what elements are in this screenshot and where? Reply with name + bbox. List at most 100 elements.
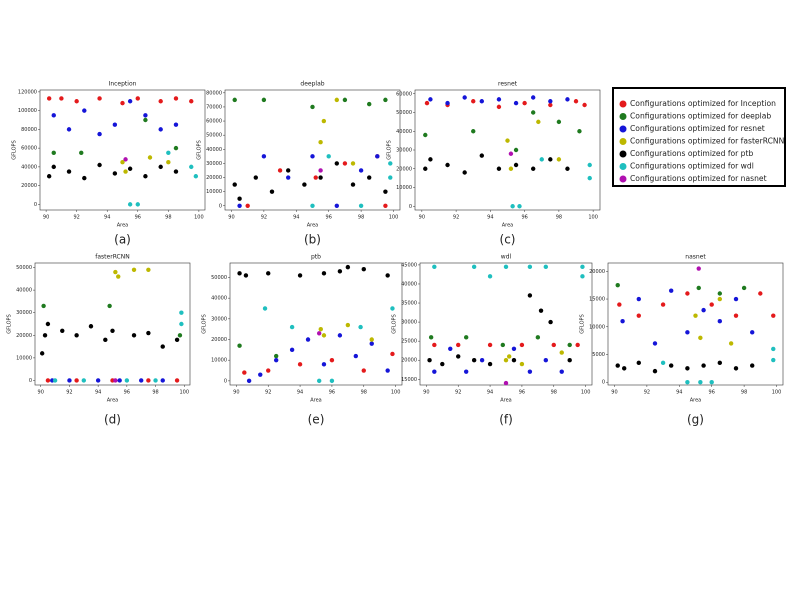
x-tick-label: 90 [419, 215, 425, 221]
y-tick-label: 10000 [396, 185, 412, 191]
subplot: fasterRCNN Area GFLOPS (d) 90 92 94 96 98 100 0 100… [7, 254, 191, 427]
y-tick-label: 5000 [592, 352, 605, 358]
point [289, 347, 295, 353]
point [273, 357, 279, 363]
point [388, 175, 393, 180]
point [511, 346, 517, 351]
point [95, 378, 101, 383]
panel-label: (b) [304, 233, 321, 247]
point [432, 369, 437, 374]
point [423, 132, 428, 138]
point [143, 174, 148, 179]
subplot-title: deeplab [300, 81, 324, 88]
point [139, 378, 144, 383]
point [358, 168, 364, 173]
x-tick-label: 92 [644, 390, 650, 396]
subplot-title: Inception [109, 81, 137, 88]
point [189, 164, 194, 170]
point [668, 288, 674, 293]
point [310, 104, 315, 110]
point [318, 175, 323, 180]
point [522, 100, 527, 106]
point [117, 378, 122, 383]
x-tick-label: 90 [611, 390, 617, 396]
point [548, 99, 553, 104]
point [262, 306, 268, 311]
plot-area [607, 262, 784, 386]
panel-label: (d) [104, 413, 121, 427]
y-axis-label: GFLOPS [12, 140, 18, 159]
point [496, 97, 502, 102]
point [237, 271, 242, 276]
point [367, 175, 372, 180]
point [448, 346, 453, 351]
y-tick-label: 30000 [16, 310, 32, 316]
point [717, 319, 723, 324]
point [530, 166, 536, 171]
point [615, 363, 620, 368]
y-tick-label: 20000 [21, 183, 37, 189]
point [587, 175, 592, 181]
x-tick-label: 92 [66, 390, 72, 396]
legend-label: Configurations optimized for Inception [630, 99, 776, 108]
point [79, 150, 84, 156]
point [696, 285, 701, 291]
point [66, 169, 72, 174]
point [503, 358, 509, 363]
subplot: deeplab Area GFLOPS (b) 90 92 94 96 98 100 0 10000 2… [197, 81, 401, 247]
point [636, 296, 641, 302]
point [471, 99, 476, 104]
point [548, 102, 553, 108]
point [369, 341, 374, 346]
point [503, 264, 509, 270]
y-tick-label: 15000 [589, 297, 605, 303]
y-tick-label: 35000 [401, 301, 417, 307]
y-tick-label: 0 [29, 378, 32, 384]
y-tick-label: 20000 [16, 333, 32, 339]
point [45, 378, 51, 383]
x-tick-label: 92 [453, 215, 459, 221]
point [587, 162, 592, 168]
legend-marker [619, 150, 627, 158]
x-tick-label: 98 [358, 215, 364, 221]
point [513, 162, 519, 168]
point [45, 321, 51, 327]
point [81, 378, 86, 383]
point [685, 380, 690, 385]
point [245, 203, 250, 208]
point [174, 337, 180, 343]
point [536, 119, 541, 125]
point [511, 358, 517, 363]
point [383, 203, 388, 208]
point [232, 97, 237, 103]
point [771, 313, 776, 318]
x-axis-label: Area [500, 398, 512, 404]
point [329, 378, 335, 384]
x-tick-label: 100 [179, 390, 189, 396]
point [636, 313, 641, 318]
point [530, 95, 536, 100]
y-tick-label: 100000 [18, 108, 37, 114]
x-tick-label: 96 [519, 390, 525, 396]
point [107, 303, 112, 309]
point [508, 166, 514, 171]
point [508, 151, 514, 156]
point [733, 296, 739, 302]
y-axis-label: GFLOPS [387, 140, 393, 159]
legend-marker [619, 175, 627, 183]
point [771, 357, 776, 363]
point [266, 271, 271, 276]
x-tick-label: 100 [391, 390, 401, 396]
y-tick-label: 10000 [206, 189, 222, 195]
point [350, 182, 356, 187]
subplot-title: resnet [498, 81, 518, 88]
point [383, 189, 388, 194]
point [741, 285, 747, 291]
plot-area [224, 89, 401, 211]
point [321, 362, 327, 367]
point [519, 342, 525, 348]
y-tick-label: 50000 [396, 110, 412, 116]
point [321, 333, 327, 338]
point [297, 273, 303, 278]
point [166, 159, 171, 165]
